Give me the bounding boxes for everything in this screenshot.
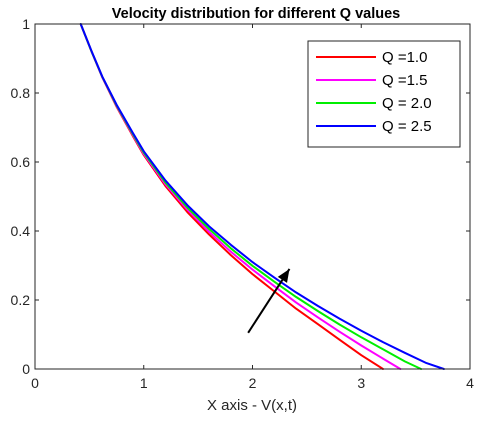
x-tick-label: 3 <box>357 375 365 391</box>
annotation-layer <box>247 268 291 334</box>
legend: Q =1.0 Q =1.5 Q = 2.0 Q = 2.5 <box>307 40 461 148</box>
legend-box <box>307 40 461 148</box>
legend-label-2: Q =1.5 <box>382 72 427 89</box>
y-tick-label: 0.6 <box>11 154 31 170</box>
legend-label-1: Q =1.0 <box>382 49 427 66</box>
x-axis-label: X axis - V(x,t) <box>207 397 297 414</box>
legend-label-4: Q = 2.5 <box>382 118 432 135</box>
legend-label-3: Q = 2.0 <box>382 95 432 112</box>
y-tick-label: 0.8 <box>11 85 31 101</box>
arrow-head <box>277 268 290 283</box>
chart-title: Velocity distribution for different Q va… <box>112 6 400 22</box>
y-tick-label: 1 <box>22 16 30 32</box>
y-tick-label: 0.4 <box>11 223 31 239</box>
x-tick-label: 2 <box>249 375 257 391</box>
series-line-4 <box>79 23 445 370</box>
x-tick-label: 0 <box>31 375 39 391</box>
x-tick-label: 1 <box>140 375 148 391</box>
x-tick-label: 4 <box>466 375 474 391</box>
series-layer <box>79 23 445 370</box>
y-tick-label: 0.2 <box>11 292 31 308</box>
ticks-layer: 0 1 2 3 4 0 0.2 0.4 0.6 0.8 1 <box>11 16 475 391</box>
y-tick-label: 0 <box>22 361 30 377</box>
